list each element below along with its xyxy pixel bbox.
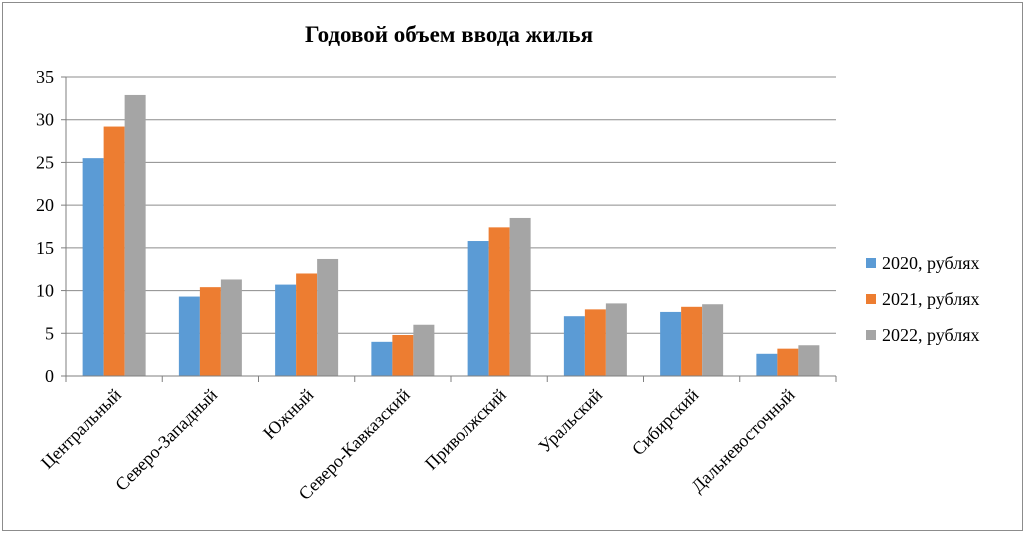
bar-1-4 bbox=[371, 341, 393, 376]
y-tick-label: 10 bbox=[36, 281, 54, 301]
legend-label-1: 2020, рублях bbox=[882, 253, 980, 273]
y-axis: 0 5 10 15 20 25 30 35 bbox=[36, 67, 67, 386]
bar-1-6 bbox=[563, 316, 585, 376]
bar-1-2 bbox=[178, 296, 200, 376]
bar-1-7 bbox=[660, 311, 682, 376]
bar-2-6 bbox=[584, 309, 606, 376]
y-tick-label: 15 bbox=[36, 238, 54, 258]
gridlines bbox=[66, 76, 836, 334]
bar-2-7 bbox=[681, 306, 703, 376]
bar-3-1 bbox=[124, 94, 146, 376]
y-tick-label: 30 bbox=[36, 110, 54, 130]
y-tick-label: 20 bbox=[36, 195, 54, 215]
bar-3-8 bbox=[798, 345, 820, 376]
bar-2-5 bbox=[488, 227, 510, 376]
x-category-label: Центральный bbox=[37, 384, 125, 472]
legend: 2020, рублях 2021, рублях 2022, рублях bbox=[866, 253, 980, 345]
x-category-label: Приволжский bbox=[421, 384, 510, 473]
x-category-label: Дальневосточный bbox=[687, 384, 799, 496]
x-category-label: Уральский bbox=[534, 384, 606, 456]
y-tick-label: 0 bbox=[45, 366, 54, 386]
bar-3-2 bbox=[220, 279, 242, 376]
bar-1-8 bbox=[756, 353, 778, 376]
y-tick-label: 25 bbox=[36, 152, 54, 172]
y-tick-label: 5 bbox=[45, 323, 54, 343]
legend-swatch-2 bbox=[866, 294, 876, 304]
bar-2-8 bbox=[777, 348, 799, 376]
bar-2-3 bbox=[296, 273, 318, 376]
bar-2-4 bbox=[392, 334, 414, 376]
bar-1-5 bbox=[467, 241, 489, 376]
bar-2-1 bbox=[103, 126, 125, 376]
x-category-label: Сибирский bbox=[628, 384, 703, 459]
legend-label-2: 2021, рублях bbox=[882, 289, 980, 309]
bar-3-4 bbox=[413, 324, 435, 376]
bar-3-6 bbox=[605, 303, 627, 376]
x-category-label: Южный bbox=[259, 384, 318, 443]
bar-3-3 bbox=[317, 258, 339, 376]
bars bbox=[82, 94, 820, 376]
legend-label-3: 2022, рублях bbox=[882, 325, 980, 345]
bar-1-1 bbox=[82, 158, 104, 376]
legend-swatch-3 bbox=[866, 330, 876, 340]
bar-1-3 bbox=[275, 284, 297, 376]
legend-swatch-1 bbox=[866, 258, 876, 268]
chart-title: Годовой объем ввода жилья bbox=[305, 22, 593, 47]
bar-2-2 bbox=[199, 287, 221, 376]
x-category-label: Северо-Западный bbox=[111, 384, 221, 494]
bar-3-7 bbox=[702, 304, 724, 376]
y-tick-label: 35 bbox=[36, 67, 54, 87]
bar-3-5 bbox=[509, 217, 531, 376]
